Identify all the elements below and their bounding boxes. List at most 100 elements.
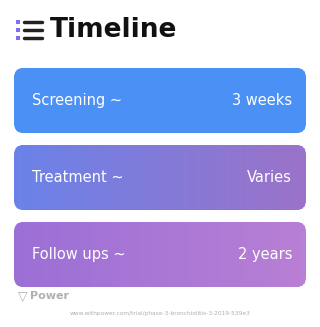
Bar xyxy=(209,145,212,210)
Bar xyxy=(48,145,51,210)
Bar xyxy=(170,145,173,210)
Bar xyxy=(75,145,78,210)
Bar xyxy=(206,222,209,287)
Bar xyxy=(272,222,275,287)
Bar xyxy=(53,145,56,210)
Bar xyxy=(294,145,297,210)
Text: ▽: ▽ xyxy=(18,289,28,302)
Bar xyxy=(213,222,216,287)
Bar xyxy=(163,222,165,287)
Bar xyxy=(38,222,41,287)
Bar xyxy=(80,145,83,210)
Bar xyxy=(97,145,100,210)
Bar xyxy=(245,145,248,210)
Bar xyxy=(184,145,187,210)
Bar xyxy=(34,68,36,133)
Bar xyxy=(107,68,109,133)
Bar xyxy=(277,222,280,287)
Bar xyxy=(102,68,105,133)
Bar xyxy=(16,145,20,210)
Bar xyxy=(204,222,207,287)
Bar xyxy=(189,222,192,287)
Bar xyxy=(267,222,270,287)
Bar xyxy=(150,145,153,210)
Bar xyxy=(153,145,156,210)
Bar xyxy=(36,145,39,210)
Bar xyxy=(245,68,248,133)
Bar xyxy=(38,145,41,210)
Bar xyxy=(107,222,109,287)
Bar xyxy=(192,68,195,133)
Bar xyxy=(269,145,272,210)
Bar xyxy=(19,68,22,133)
Bar xyxy=(41,222,44,287)
Bar xyxy=(194,145,197,210)
Bar xyxy=(238,68,241,133)
Bar xyxy=(46,222,49,287)
Bar xyxy=(14,145,17,210)
Bar xyxy=(257,222,260,287)
Bar xyxy=(175,145,178,210)
Bar xyxy=(114,68,117,133)
Bar xyxy=(104,222,107,287)
Bar xyxy=(213,68,216,133)
Bar xyxy=(89,68,92,133)
Bar xyxy=(104,68,107,133)
Bar xyxy=(231,68,234,133)
Bar xyxy=(24,222,27,287)
Bar xyxy=(257,145,260,210)
Bar xyxy=(184,68,187,133)
Bar xyxy=(138,222,141,287)
Bar xyxy=(43,145,46,210)
Bar xyxy=(140,68,143,133)
Bar xyxy=(177,145,180,210)
Bar xyxy=(121,145,124,210)
Bar xyxy=(121,222,124,287)
Bar xyxy=(260,68,263,133)
Bar xyxy=(177,222,180,287)
Bar xyxy=(34,222,36,287)
Bar xyxy=(257,68,260,133)
Bar xyxy=(133,145,136,210)
Bar xyxy=(243,145,246,210)
Bar xyxy=(31,68,34,133)
Bar xyxy=(72,222,75,287)
Bar xyxy=(240,222,243,287)
Bar xyxy=(199,222,202,287)
Bar xyxy=(136,145,139,210)
Bar xyxy=(38,68,41,133)
Bar xyxy=(126,222,129,287)
Bar xyxy=(279,68,282,133)
Bar xyxy=(84,145,87,210)
Bar xyxy=(148,145,151,210)
Bar xyxy=(155,222,158,287)
Bar xyxy=(36,222,39,287)
Bar xyxy=(126,145,129,210)
Bar xyxy=(51,145,53,210)
Bar xyxy=(43,222,46,287)
Bar xyxy=(262,222,265,287)
Bar xyxy=(209,222,212,287)
Bar xyxy=(240,68,243,133)
Bar xyxy=(82,68,85,133)
Bar xyxy=(204,68,207,133)
Bar xyxy=(301,222,304,287)
Bar xyxy=(148,68,151,133)
Bar xyxy=(51,68,53,133)
Bar xyxy=(170,222,173,287)
Bar xyxy=(70,145,73,210)
Bar xyxy=(165,222,168,287)
Bar xyxy=(201,222,204,287)
Bar xyxy=(111,145,114,210)
Bar xyxy=(160,145,163,210)
Bar xyxy=(165,145,168,210)
Bar xyxy=(75,68,78,133)
Bar xyxy=(226,222,228,287)
Bar xyxy=(68,222,70,287)
Bar xyxy=(277,145,280,210)
Bar xyxy=(84,222,87,287)
Bar xyxy=(221,145,224,210)
Bar xyxy=(231,222,234,287)
Bar xyxy=(65,222,68,287)
Bar xyxy=(284,68,287,133)
